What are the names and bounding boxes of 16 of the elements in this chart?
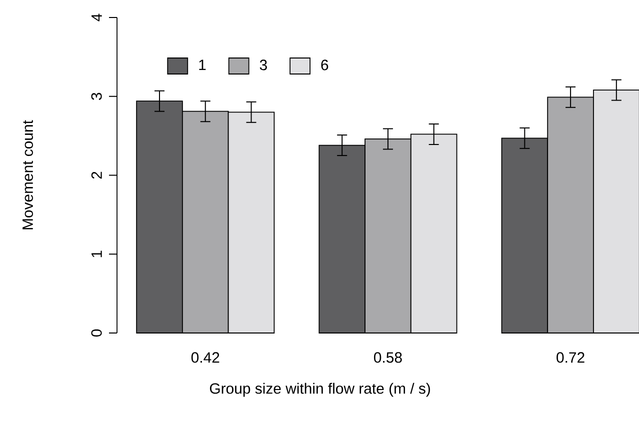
legend-label: 3 — [260, 60, 267, 70]
y-axis-title: Movement count — [22, 120, 33, 230]
bar — [228, 112, 275, 334]
y-tick-label: 4 — [92, 14, 102, 22]
x-tick-label: 0.72 — [556, 352, 584, 363]
legend-label: 6 — [321, 60, 328, 70]
legend-label: 1 — [199, 60, 206, 70]
x-tick-label: 0.58 — [374, 352, 402, 363]
y-tick-label: 2 — [91, 172, 102, 179]
y-tick-label: 1 — [92, 250, 102, 258]
y-tick-label: 0 — [91, 329, 102, 337]
x-axis-title: Group size within flow rate (m / s) — [210, 382, 430, 397]
y-tick-label: 3 — [91, 92, 102, 100]
bar — [410, 134, 458, 334]
x-tick-label: 0.42 — [191, 352, 220, 363]
bar — [593, 90, 639, 334]
